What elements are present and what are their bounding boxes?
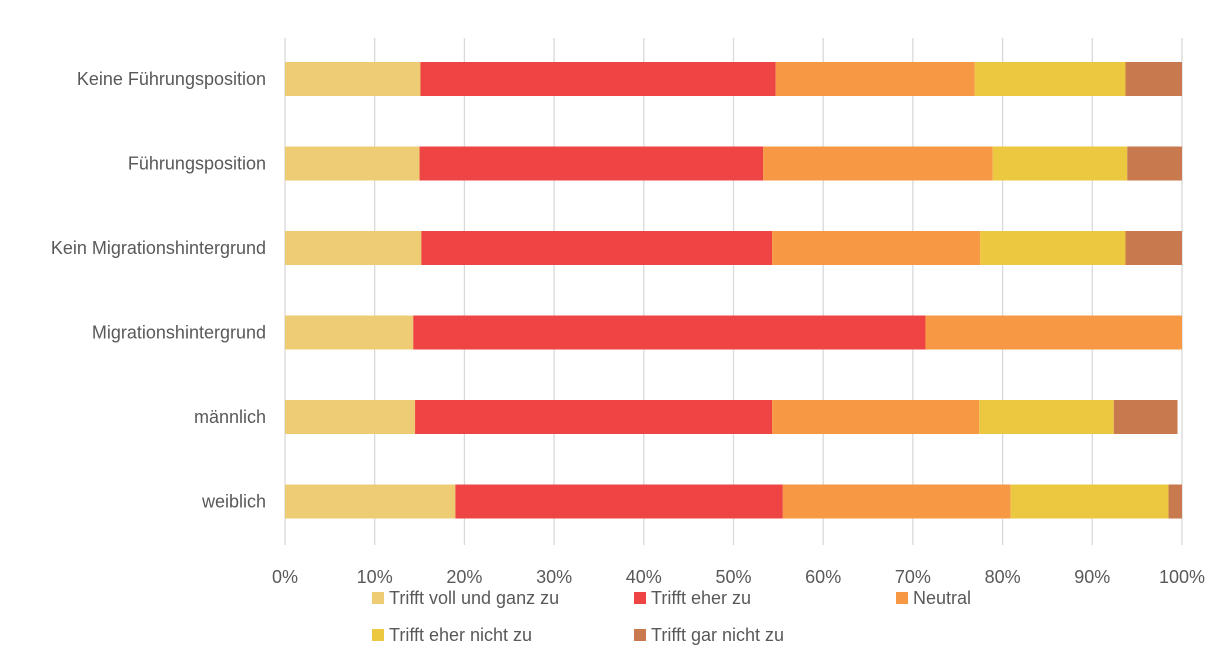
x-tick-label: 40% — [626, 567, 662, 587]
bar-segment — [421, 231, 773, 265]
bar-segment — [285, 146, 420, 181]
bar-segment — [979, 400, 1114, 434]
legend-label: Trifft gar nicht zu — [651, 625, 784, 645]
category-label: weiblich — [201, 492, 266, 512]
bar-segment — [419, 146, 764, 181]
bar-segment — [775, 62, 975, 96]
bar-segment — [413, 315, 926, 350]
bar-segment — [772, 231, 981, 265]
x-tick-label: 10% — [357, 567, 393, 587]
legend-swatch — [372, 629, 384, 641]
bar-segment — [763, 146, 993, 181]
x-tick-label: 50% — [715, 567, 751, 587]
legend-label: Trifft eher nicht zu — [389, 625, 532, 645]
x-tick-label: 100% — [1159, 567, 1205, 587]
category-label: Migrationshintergrund — [92, 323, 266, 343]
legend-swatch — [634, 592, 646, 604]
bar-segment — [1125, 231, 1182, 265]
bar-segment — [285, 400, 416, 434]
x-tick-label: 70% — [895, 567, 931, 587]
bar-segment — [415, 400, 773, 434]
category-label: Führungsposition — [128, 154, 266, 174]
bar-segment — [1127, 146, 1182, 181]
bar-segment — [974, 62, 1126, 96]
legend: Trifft voll und ganz zu Trifft eher zu Neu… — [372, 588, 971, 645]
x-tick-label: 0% — [272, 567, 298, 587]
gridlines — [284, 38, 1183, 545]
bar-segment — [925, 315, 1182, 350]
bar-segment — [285, 231, 422, 265]
bar-segment — [1010, 484, 1169, 519]
bar-segment — [980, 231, 1126, 265]
bar-segment — [782, 484, 1011, 519]
x-axis-tick-labels: 0% 10% 20% 30% 40% 50% 60% 70% 80% 90% 100% — [272, 567, 1205, 587]
legend-swatch — [896, 592, 908, 604]
category-label: Kein Migrationshintergrund — [51, 238, 266, 258]
legend-label: Trifft eher zu — [651, 588, 751, 608]
x-tick-label: 30% — [536, 567, 572, 587]
category-label: männlich — [194, 407, 266, 427]
x-tick-label: 60% — [805, 567, 841, 587]
legend-label: Neutral — [913, 588, 971, 608]
bar-segment — [1125, 62, 1182, 96]
category-labels: Keine Führungsposition Führungsposition Ke… — [51, 69, 266, 512]
legend-swatch — [372, 592, 384, 604]
bar-segment — [992, 146, 1128, 181]
bar-segment — [285, 62, 421, 96]
category-label: Keine Führungsposition — [77, 69, 266, 89]
x-tick-label: 80% — [985, 567, 1021, 587]
bar-segment — [285, 484, 456, 519]
bar-segment — [420, 62, 776, 96]
x-tick-label: 90% — [1074, 567, 1110, 587]
bar-segment — [1113, 400, 1178, 434]
bar-segment — [772, 400, 980, 434]
bar-segment — [285, 315, 414, 350]
legend-label: Trifft voll und ganz zu — [389, 588, 559, 608]
bar-segment — [1168, 484, 1182, 519]
bars — [285, 62, 1182, 519]
x-tick-label: 20% — [446, 567, 482, 587]
legend-swatch — [634, 629, 646, 641]
bar-segment — [455, 484, 783, 519]
